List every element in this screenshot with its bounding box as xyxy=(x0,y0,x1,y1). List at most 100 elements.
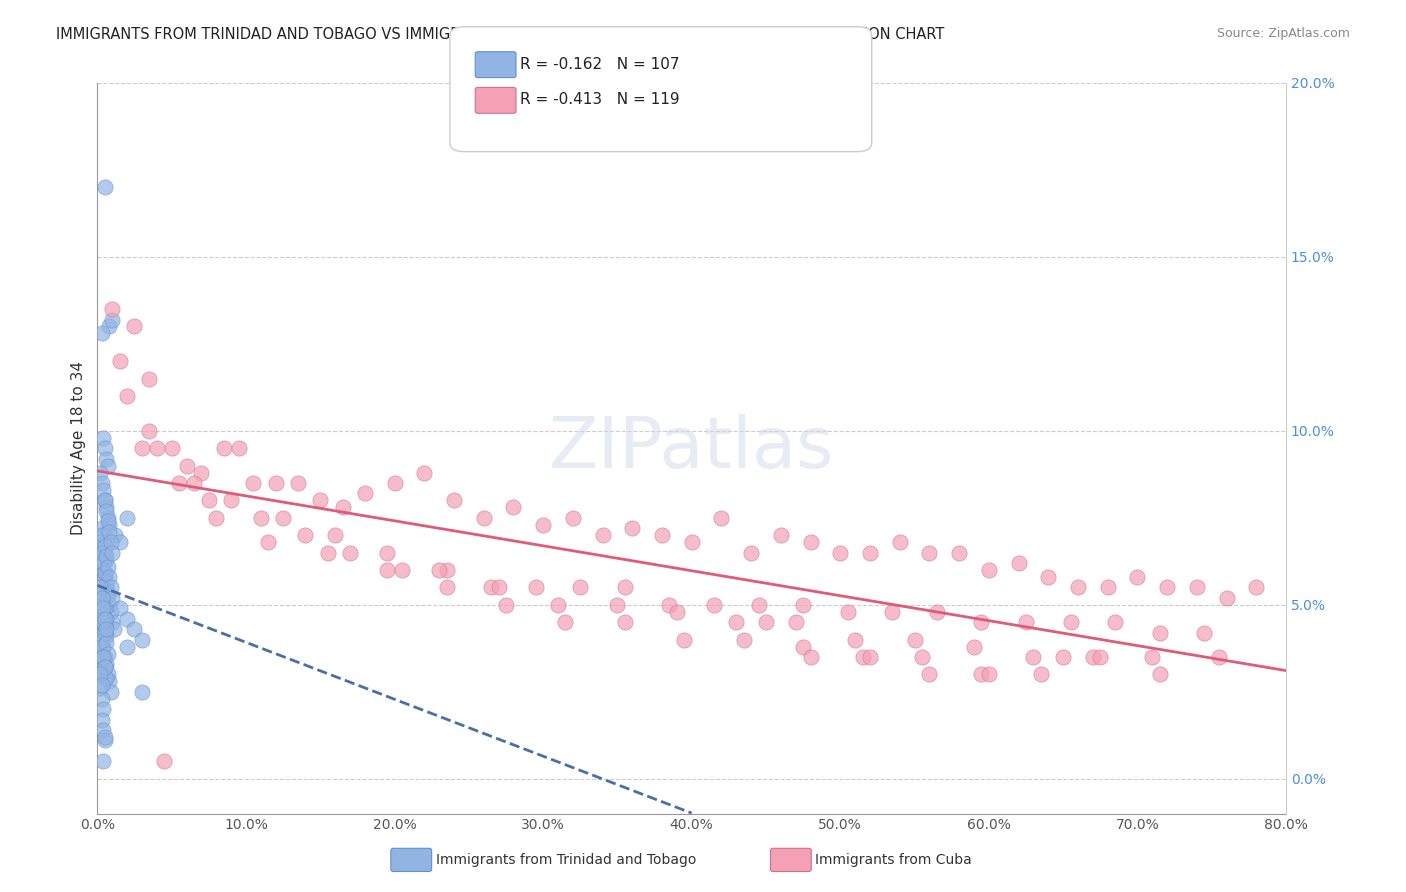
Immigrants from Trinidad and Tobago xyxy=(89,535,111,549)
Immigrants from Trinidad and Tobago xyxy=(89,667,111,681)
Immigrants from Cuba xyxy=(436,563,458,577)
Immigrants from Cuba xyxy=(889,535,911,549)
Immigrants from Cuba xyxy=(665,605,688,619)
Immigrants from Trinidad and Tobago xyxy=(131,685,153,699)
Immigrants from Cuba xyxy=(1215,591,1237,605)
Immigrants from Cuba xyxy=(547,598,569,612)
Immigrants from Trinidad and Tobago xyxy=(91,483,114,497)
Immigrants from Trinidad and Tobago xyxy=(101,312,124,326)
Immigrants from Trinidad and Tobago xyxy=(100,581,122,595)
Immigrants from Cuba xyxy=(554,615,576,630)
Immigrants from Trinidad and Tobago xyxy=(90,521,112,535)
Immigrants from Cuba xyxy=(205,511,228,525)
Immigrants from Cuba xyxy=(1156,581,1178,595)
Immigrants from Trinidad and Tobago xyxy=(94,730,117,744)
Immigrants from Trinidad and Tobago xyxy=(94,442,117,456)
Immigrants from Cuba xyxy=(658,598,681,612)
Immigrants from Trinidad and Tobago xyxy=(96,671,118,685)
Immigrants from Cuba xyxy=(561,511,583,525)
Immigrants from Cuba xyxy=(569,581,592,595)
Immigrants from Cuba xyxy=(124,319,146,334)
Immigrants from Trinidad and Tobago xyxy=(96,629,118,643)
Immigrants from Cuba xyxy=(375,546,398,560)
Immigrants from Cuba xyxy=(309,493,332,508)
Text: IMMIGRANTS FROM TRINIDAD AND TOBAGO VS IMMIGRANTS FROM CUBA DISABILITY AGE 18 TO: IMMIGRANTS FROM TRINIDAD AND TOBAGO VS I… xyxy=(56,27,945,42)
Immigrants from Trinidad and Tobago xyxy=(94,546,117,560)
Immigrants from Cuba xyxy=(495,598,517,612)
Immigrants from Trinidad and Tobago xyxy=(91,608,114,623)
Immigrants from Trinidad and Tobago xyxy=(124,622,146,636)
Immigrants from Trinidad and Tobago xyxy=(97,458,120,473)
Immigrants from Cuba xyxy=(1059,615,1081,630)
Immigrants from Cuba xyxy=(918,667,941,681)
Immigrants from Cuba xyxy=(1185,581,1208,595)
Immigrants from Cuba xyxy=(613,581,636,595)
Immigrants from Trinidad and Tobago xyxy=(89,681,111,696)
Immigrants from Cuba xyxy=(153,755,176,769)
Immigrants from Cuba xyxy=(1194,625,1216,640)
Immigrants from Cuba xyxy=(859,546,882,560)
Immigrants from Trinidad and Tobago xyxy=(90,476,112,491)
Immigrants from Trinidad and Tobago xyxy=(90,598,112,612)
Immigrants from Trinidad and Tobago xyxy=(90,598,112,612)
Immigrants from Cuba xyxy=(748,598,770,612)
Immigrants from Cuba xyxy=(977,667,1000,681)
Immigrants from Cuba xyxy=(792,598,814,612)
Immigrants from Cuba xyxy=(613,615,636,630)
Immigrants from Cuba xyxy=(131,442,153,456)
Immigrants from Cuba xyxy=(228,442,250,456)
Immigrants from Trinidad and Tobago xyxy=(94,601,117,615)
Immigrants from Cuba xyxy=(1097,581,1119,595)
Immigrants from Trinidad and Tobago xyxy=(90,326,112,341)
Immigrants from Cuba xyxy=(190,466,212,480)
Immigrants from Trinidad and Tobago xyxy=(96,657,118,671)
Immigrants from Trinidad and Tobago xyxy=(97,559,120,574)
Immigrants from Cuba xyxy=(755,615,778,630)
Immigrants from Cuba xyxy=(353,486,375,500)
Immigrants from Cuba xyxy=(1126,570,1149,584)
Immigrants from Cuba xyxy=(710,511,733,525)
Immigrants from Cuba xyxy=(413,466,436,480)
Immigrants from Trinidad and Tobago xyxy=(100,535,122,549)
Immigrants from Trinidad and Tobago xyxy=(91,528,114,542)
Immigrants from Cuba xyxy=(1142,650,1164,665)
Immigrants from Cuba xyxy=(844,632,866,647)
Immigrants from Trinidad and Tobago xyxy=(94,612,117,626)
Immigrants from Cuba xyxy=(524,581,547,595)
Immigrants from Trinidad and Tobago xyxy=(90,546,112,560)
Immigrants from Trinidad and Tobago xyxy=(96,549,118,563)
Immigrants from Trinidad and Tobago xyxy=(90,713,112,727)
Y-axis label: Disability Age 18 to 34: Disability Age 18 to 34 xyxy=(72,361,86,535)
Immigrants from Trinidad and Tobago xyxy=(97,514,120,528)
Immigrants from Trinidad and Tobago xyxy=(96,577,118,591)
Immigrants from Cuba xyxy=(592,528,614,542)
Immigrants from Trinidad and Tobago xyxy=(98,517,121,532)
Immigrants from Cuba xyxy=(332,500,354,515)
Immigrants from Cuba xyxy=(799,535,821,549)
Immigrants from Cuba xyxy=(725,615,748,630)
Immigrants from Cuba xyxy=(115,389,138,403)
Text: R = -0.413   N = 119: R = -0.413 N = 119 xyxy=(520,93,681,107)
Immigrants from Trinidad and Tobago xyxy=(89,629,111,643)
Immigrants from Cuba xyxy=(740,546,762,560)
Immigrants from Cuba xyxy=(183,476,205,491)
Text: Source: ZipAtlas.com: Source: ZipAtlas.com xyxy=(1216,27,1350,40)
Immigrants from Trinidad and Tobago xyxy=(103,622,125,636)
Immigrants from Cuba xyxy=(375,563,398,577)
Immigrants from Cuba xyxy=(681,535,703,549)
Immigrants from Cuba xyxy=(271,511,294,525)
Immigrants from Cuba xyxy=(792,640,814,654)
Immigrants from Cuba xyxy=(1246,581,1268,595)
Immigrants from Trinidad and Tobago xyxy=(94,566,117,581)
Immigrants from Cuba xyxy=(606,598,628,612)
Immigrants from Cuba xyxy=(249,511,271,525)
Immigrants from Trinidad and Tobago xyxy=(90,546,112,560)
Immigrants from Cuba xyxy=(769,528,792,542)
Immigrants from Cuba xyxy=(1007,556,1029,570)
Immigrants from Trinidad and Tobago xyxy=(115,640,138,654)
Immigrants from Trinidad and Tobago xyxy=(97,587,120,601)
Immigrants from Cuba xyxy=(219,493,242,508)
Immigrants from Cuba xyxy=(1015,615,1038,630)
Immigrants from Cuba xyxy=(621,521,644,535)
Immigrants from Trinidad and Tobago xyxy=(96,636,118,650)
